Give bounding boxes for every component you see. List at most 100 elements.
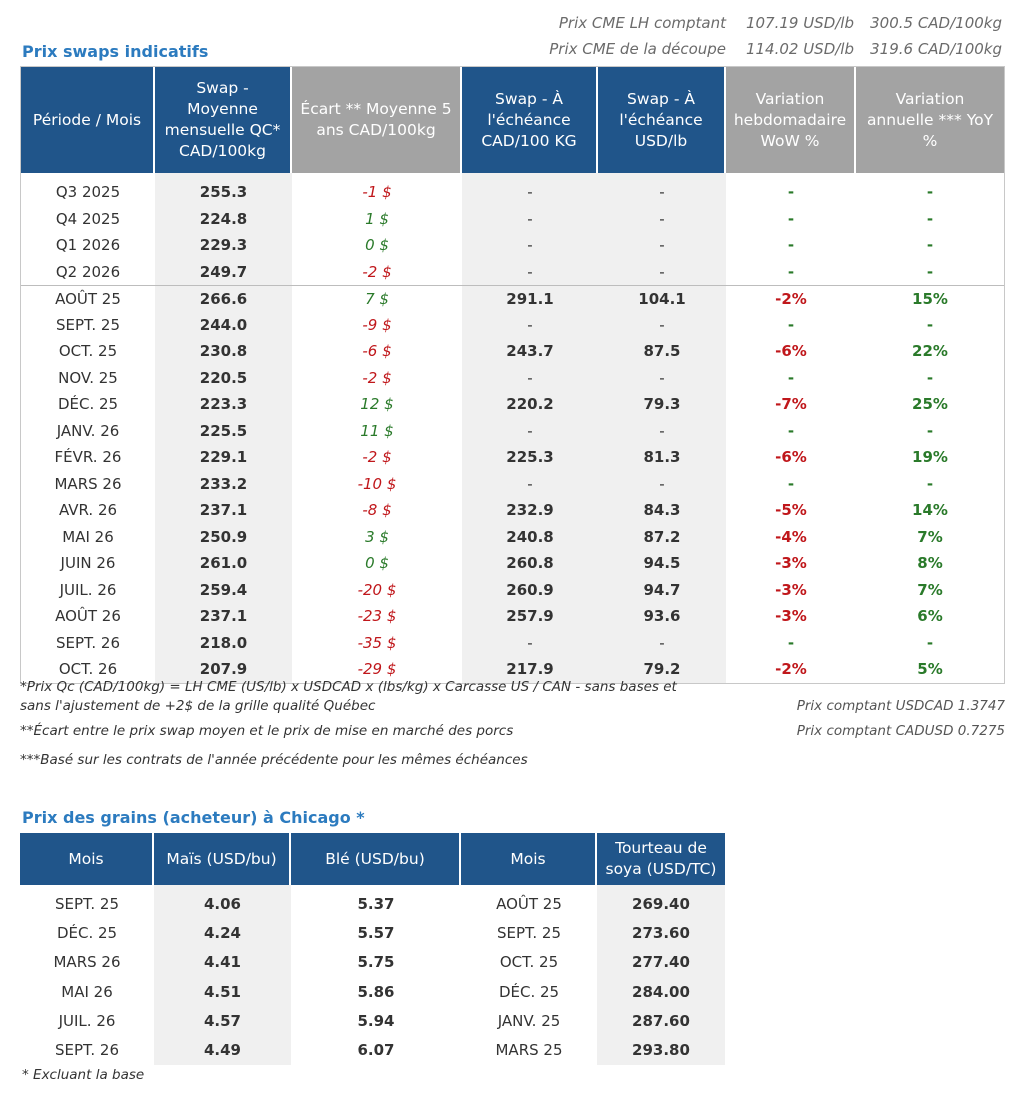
- cell-wow: -3%: [775, 607, 807, 626]
- cell-swap-usd: 81.3: [598, 444, 726, 471]
- cell-swap-usd: -: [598, 179, 726, 206]
- cell-swap-avg: 266.6: [155, 286, 292, 312]
- cell-period: NOV. 25: [58, 368, 118, 387]
- cell-ble: 5.86: [357, 982, 395, 1001]
- cell-swap-avg: 249.7: [155, 258, 292, 285]
- cell-ecart: 0 $: [365, 236, 389, 255]
- cell-swap-usd: -: [598, 470, 726, 497]
- cell-swap-avg: 261.0: [155, 550, 292, 577]
- cell-period: AOÛT 26: [55, 607, 121, 626]
- cell-ecart: -9 $: [362, 315, 392, 334]
- cell-month-2: JANV. 25: [497, 1011, 561, 1030]
- cell-yoy: 15%: [912, 289, 948, 308]
- swap-section-title: Prix swaps indicatifs: [22, 42, 209, 61]
- table-row: OCT. 26 207.9 -29 $ 217.9 79.2 -2% 5%: [21, 656, 1004, 683]
- cell-ecart: 0 $: [365, 554, 389, 573]
- grains-table-body: SEPT. 25 4.06 5.37 AOÛT 25 269.40 DÉC. 25 4.24…: [20, 885, 725, 1065]
- cme-usd: 107.19 USD/lb: [745, 14, 854, 32]
- table-row: JANV. 26 225.5 11 $ - - - -: [21, 417, 1004, 444]
- cell-month-1: SEPT. 25: [54, 894, 120, 913]
- table-row: SEPT. 26 4.49 6.07 MARS 25 293.80: [20, 1035, 725, 1065]
- cell-swap-cad: -: [462, 258, 598, 285]
- cell-swap-avg: 229.1: [155, 444, 292, 471]
- table-row: JUIL. 26 4.57 5.94 JANV. 25 287.60: [20, 1006, 725, 1036]
- cell-wow: -: [787, 209, 795, 228]
- cell-ecart: -2 $: [362, 262, 392, 281]
- cell-wow: -: [787, 236, 795, 255]
- cell-yoy: 22%: [912, 342, 948, 361]
- cell-yoy: 7%: [917, 580, 943, 599]
- cell-mais: 4.51: [154, 976, 291, 1007]
- cell-swap-avg: 220.5: [155, 364, 292, 391]
- cme-prices: Prix CME LH comptant 107.19 USD/lb 300.5…: [549, 12, 1002, 64]
- col-header-mais: Maïs (USD/bu): [154, 833, 291, 885]
- cme-cad: 319.6 CAD/100kg: [870, 40, 1002, 58]
- cell-swap-avg: 233.2: [155, 470, 292, 497]
- cell-period: OCT. 25: [58, 342, 118, 361]
- table-row: SEPT. 25 4.06 5.37 AOÛT 25 269.40: [20, 889, 725, 919]
- cell-swap-avg: 218.0: [155, 629, 292, 656]
- cell-swap-cad: -: [462, 232, 598, 259]
- table-row: Q1 2026 229.3 0 $ - - - -: [21, 232, 1004, 259]
- cell-yoy: 7%: [917, 527, 943, 546]
- note-2: **Écart entre le prix swap moyen et le p…: [20, 723, 514, 739]
- cell-wow: -: [787, 262, 795, 281]
- cell-yoy: -: [926, 315, 934, 334]
- cell-period: SEPT. 26: [55, 633, 121, 652]
- cell-ecart: 11 $: [360, 421, 394, 440]
- table-row: MAI 26 250.9 3 $ 240.8 87.2 -4% 7%: [21, 523, 1004, 550]
- cell-period: SEPT. 25: [55, 315, 121, 334]
- table-row: AVR. 26 237.1 -8 $ 232.9 84.3 -5% 14%: [21, 497, 1004, 524]
- cell-swap-usd: 84.3: [598, 497, 726, 524]
- cell-period: DÉC. 25: [57, 395, 119, 414]
- cell-period: FÉVR. 26: [54, 448, 122, 467]
- cell-soya: 269.40: [597, 889, 725, 919]
- grains-footnote: * Excluant la base: [22, 1067, 145, 1083]
- cell-month-2: AOÛT 25: [496, 894, 562, 913]
- cell-yoy: -: [926, 368, 934, 387]
- cell-yoy: -: [926, 421, 934, 440]
- cell-swap-cad: -: [462, 311, 598, 338]
- cell-swap-avg: 255.3: [155, 179, 292, 206]
- cell-month-2: MARS 25: [495, 1041, 563, 1060]
- cell-swap-cad: 257.9: [462, 603, 598, 630]
- table-row: MARS 26 4.41 5.75 OCT. 25 277.40: [20, 947, 725, 977]
- cell-period: JANV. 26: [56, 421, 120, 440]
- cell-swap-cad: 260.9: [462, 576, 598, 603]
- cell-wow: -6%: [775, 448, 807, 467]
- cell-period: AOÛT 25: [55, 289, 121, 308]
- cell-yoy: 14%: [912, 501, 948, 520]
- cell-swap-cad: -: [462, 629, 598, 656]
- cell-period: Q4 2025: [55, 209, 121, 228]
- cell-month-2: DÉC. 25: [498, 982, 560, 1001]
- cell-swap-cad: 243.7: [462, 338, 598, 365]
- col-header-yoy: Variation annuelle *** YoY %: [856, 67, 1004, 173]
- spacer-cell: [155, 173, 292, 179]
- cell-swap-usd: 79.2: [598, 656, 726, 683]
- col-header-month-2: Mois: [461, 833, 597, 885]
- table-row: Q3 2025 255.3 -1 $ - - - -: [21, 179, 1004, 206]
- table-row: SEPT. 25 244.0 -9 $ - - - -: [21, 311, 1004, 338]
- table-row: FÉVR. 26 229.1 -2 $ 225.3 81.3 -6% 19%: [21, 444, 1004, 471]
- spacer-cell: [598, 173, 726, 179]
- cell-swap-cad: 232.9: [462, 497, 598, 524]
- cell-ecart: -23 $: [357, 607, 397, 626]
- cell-swap-cad: -: [462, 179, 598, 206]
- cell-period: Q2 2026: [55, 262, 121, 281]
- note-3: ***Basé sur les contrats de l'année préc…: [20, 752, 528, 768]
- spacer-cell: [597, 885, 725, 889]
- cell-period: MARS 26: [54, 474, 122, 493]
- cell-ecart: -10 $: [357, 474, 397, 493]
- cell-ble: 5.94: [357, 1011, 395, 1030]
- cell-swap-avg: 207.9: [155, 656, 292, 683]
- cell-yoy: -: [926, 474, 934, 493]
- table-row: OCT. 25 230.8 -6 $ 243.7 87.5 -6% 22%: [21, 338, 1004, 365]
- cell-period: AVR. 26: [58, 501, 118, 520]
- cell-wow: -: [787, 474, 795, 493]
- cell-swap-usd: 87.2: [598, 523, 726, 550]
- cell-soya: 277.40: [597, 947, 725, 977]
- cell-swap-cad: 225.3: [462, 444, 598, 471]
- col-header-swap-cad: Swap - À l'échéance CAD/100 KG: [462, 67, 598, 173]
- cme-cad: 300.5 CAD/100kg: [870, 14, 1002, 32]
- table-row: MARS 26 233.2 -10 $ - - - -: [21, 470, 1004, 497]
